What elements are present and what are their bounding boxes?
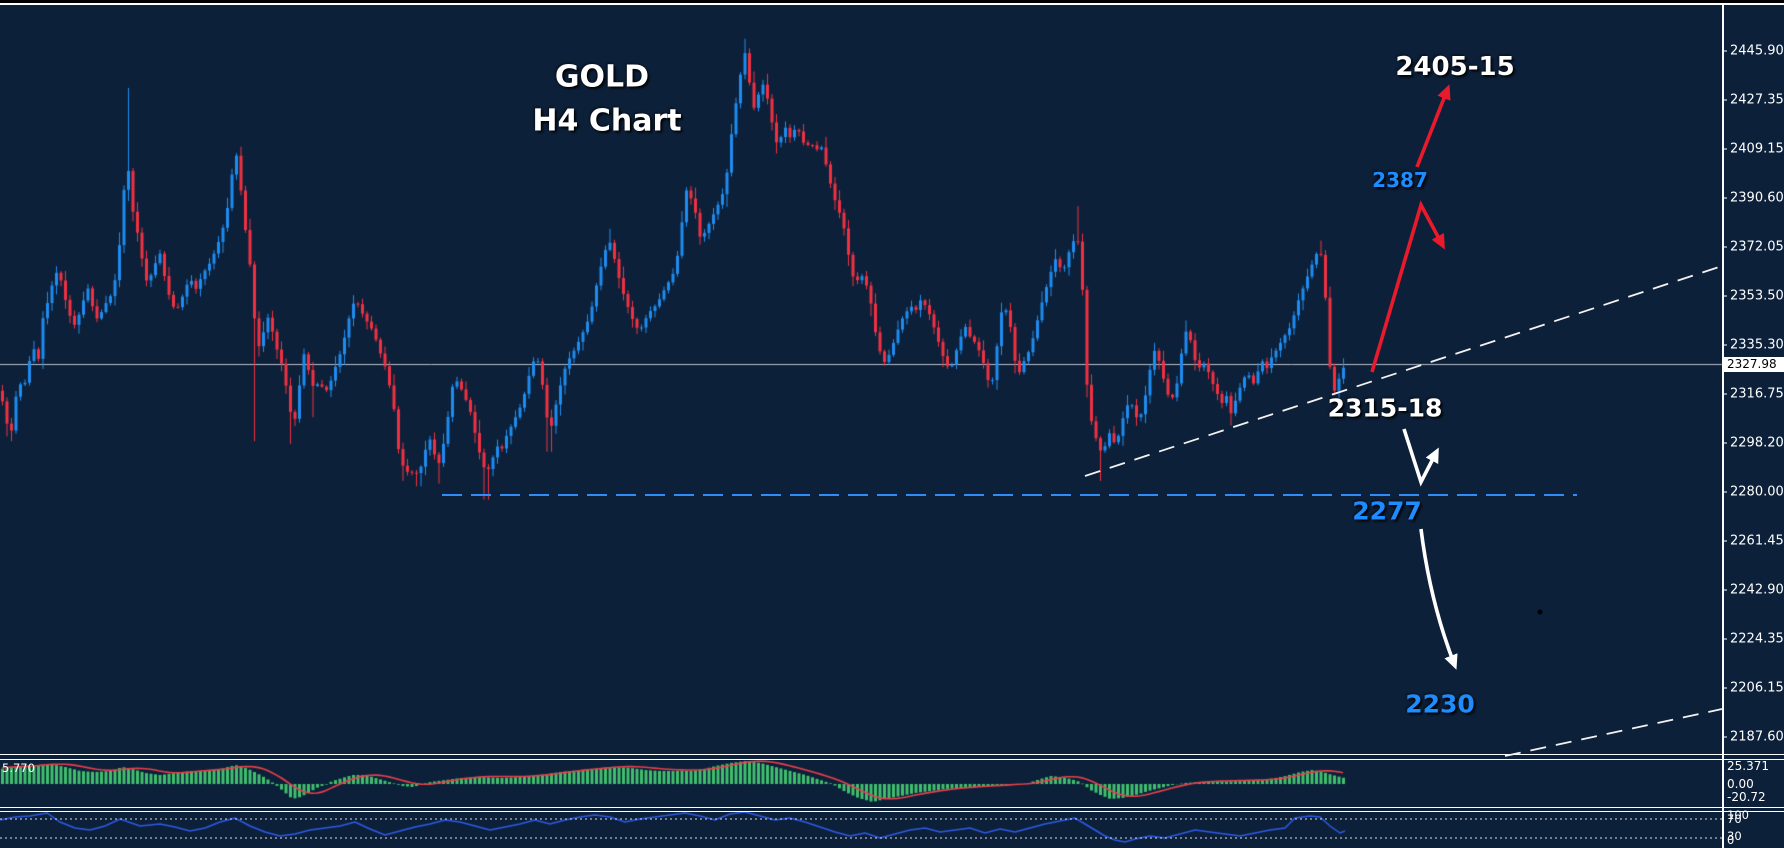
price-axis-tick (1722, 736, 1727, 738)
main-price-chart-canvas[interactable] (0, 5, 1784, 754)
macd-indicator-canvas[interactable] (0, 760, 1784, 806)
price-axis-label: 2224.35 (1730, 631, 1784, 647)
price-axis-label: 2187.60 (1730, 729, 1784, 745)
macd-value-label: 5.770 (2, 761, 35, 775)
price-axis-label: 2427.35 (1730, 92, 1784, 108)
price-axis-label: 2372.05 (1730, 239, 1784, 255)
annotation-target-2230[interactable]: 2230 (1405, 689, 1475, 719)
macd-panel-bottom-border (0, 807, 1784, 808)
price-axis-tick (1722, 442, 1727, 444)
price-axis-tick (1722, 393, 1727, 395)
price-axis-label: 2206.15 (1730, 680, 1784, 696)
price-axis-label: 2390.60 (1730, 190, 1784, 206)
price-axis-tick (1722, 50, 1727, 52)
annotation-level-2277[interactable]: 2277 (1352, 496, 1422, 526)
chart-title-timeframe: H4 Chart (532, 103, 682, 139)
oscillator-panel-top-border (0, 811, 1784, 812)
macd-axis-label: -20.72 (1727, 790, 1766, 804)
oscillator-axis-label: 100 (1727, 808, 1749, 822)
price-axis-label: 2280.00 (1730, 484, 1784, 500)
top-black-strip (0, 0, 1784, 3)
price-axis-label: 2409.15 (1730, 141, 1784, 157)
price-axis-label: 2445.90 (1730, 43, 1784, 59)
current-price-badge: 2327.98 (1723, 357, 1784, 372)
top-border-line (0, 3, 1784, 5)
macd-axis-label: 0.00 (1727, 777, 1754, 791)
oscillator-axis-label: 0 (1727, 833, 1735, 847)
price-axis-label: 2316.75 (1730, 386, 1784, 402)
macd-panel-top-border (0, 759, 1784, 760)
price-axis-label: 2353.50 (1730, 288, 1784, 304)
annotation-target-2405-15[interactable]: 2405-15 (1395, 52, 1515, 82)
oscillator-axis-label: 70 (1727, 812, 1742, 826)
price-axis-tick (1722, 99, 1727, 101)
price-axis-tick (1722, 246, 1727, 248)
oscillator-axis-label: 30 (1727, 829, 1742, 843)
price-axis-tick (1722, 295, 1727, 297)
chart-title-symbol: GOLD (554, 59, 650, 95)
price-axis-tick (1722, 344, 1727, 346)
price-axis-tick (1722, 148, 1727, 150)
price-axis-tick (1722, 687, 1727, 689)
price-axis-label: 2335.30 (1730, 337, 1784, 353)
price-axis-label: 2261.45 (1730, 533, 1784, 549)
price-axis-label: 2298.20 (1730, 435, 1784, 451)
price-axis-tick (1722, 491, 1727, 493)
main-panel-bottom-border (0, 754, 1784, 755)
annotation-zone-2315-18[interactable]: 2315-18 (1327, 393, 1443, 423)
price-axis-tick (1722, 540, 1727, 542)
oscillator-indicator-canvas[interactable] (0, 812, 1784, 848)
price-axis-tick (1722, 638, 1727, 640)
price-axis-tick (1722, 197, 1727, 199)
annotation-level-2387[interactable]: 2387 (1372, 168, 1428, 192)
price-axis-border (1722, 4, 1724, 848)
price-axis-tick (1722, 589, 1727, 591)
price-axis-label: 2242.90 (1730, 582, 1784, 598)
macd-axis-label: 25.371 (1727, 759, 1769, 773)
